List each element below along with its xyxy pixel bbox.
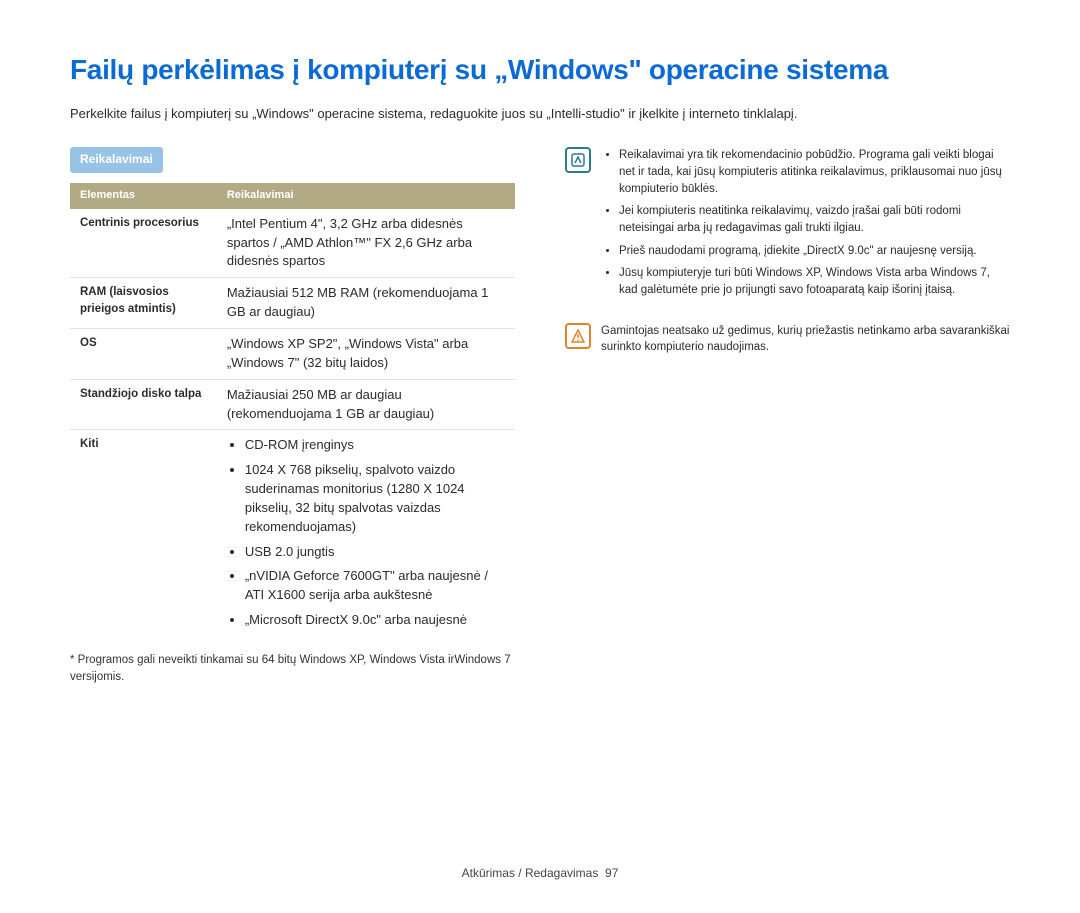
requirements-table: Elementas Reikalavimai Centrinis proceso… — [70, 183, 515, 642]
warning-text: Gamintojas neatsako už gedimus, kurių pr… — [601, 323, 1010, 356]
list-item: CD-ROM įrenginys — [245, 436, 505, 455]
left-column: Reikalavimai Elementas Reikalavimai Cent… — [70, 147, 515, 685]
cell-value: „Intel Pentium 4", 3,2 GHz arba didesnės… — [217, 209, 515, 278]
note-icon — [565, 147, 591, 173]
footnote-text: * Programos gali neveikti tinkamai su 64… — [70, 652, 515, 685]
other-list: CD-ROM įrenginys 1024 X 768 pikselių, sp… — [227, 436, 505, 630]
list-item: USB 2.0 jungtis — [245, 543, 505, 562]
list-item: 1024 X 768 pikselių, spalvoto vaizdo sud… — [245, 461, 505, 536]
right-column: Reikalavimai yra tik rekomendacinio pobū… — [565, 147, 1010, 374]
note-item: Prieš naudodami programą, įdiekite „Dire… — [619, 243, 1010, 260]
table-row: OS „Windows XP SP2", „Windows Vista" arb… — [70, 328, 515, 379]
requirements-badge: Reikalavimai — [70, 147, 163, 172]
cell-value: Mažiausiai 512 MB RAM (rekomenduojama 1 … — [217, 278, 515, 329]
cell-value: CD-ROM įrenginys 1024 X 768 pikselių, sp… — [217, 430, 515, 642]
note-item: Reikalavimai yra tik rekomendacinio pobū… — [619, 147, 1010, 197]
cell-value: „Windows XP SP2", „Windows Vista" arba „… — [217, 328, 515, 379]
warning-box: Gamintojas neatsako už gedimus, kurių pr… — [565, 323, 1010, 356]
note-item: Jei kompiuteris neatitinka reikalavimų, … — [619, 203, 1010, 236]
table-row: Standžiojo disko talpa Mažiausiai 250 MB… — [70, 379, 515, 430]
cell-label: Centrinis procesorius — [70, 209, 217, 278]
note-content: Reikalavimai yra tik rekomendacinio pobū… — [601, 147, 1010, 304]
cell-label: Kiti — [70, 430, 217, 642]
cell-label: Standžiojo disko talpa — [70, 379, 217, 430]
note-item: Jūsų kompiuteryje turi būti Windows XP, … — [619, 265, 1010, 298]
th-element: Elementas — [70, 183, 217, 209]
table-row: Centrinis procesorius „Intel Pentium 4",… — [70, 209, 515, 278]
note-box: Reikalavimai yra tik rekomendacinio pobū… — [565, 147, 1010, 304]
th-requirement: Reikalavimai — [217, 183, 515, 209]
cell-value: Mažiausiai 250 MB ar daugiau (rekomenduo… — [217, 379, 515, 430]
footer-section: Atkūrimas / Redagavimas — [462, 866, 599, 880]
table-row: Kiti CD-ROM įrenginys 1024 X 768 pikseli… — [70, 430, 515, 642]
cell-label: OS — [70, 328, 217, 379]
footer-page: 97 — [605, 866, 618, 880]
two-column-layout: Reikalavimai Elementas Reikalavimai Cent… — [70, 147, 1010, 685]
cell-label: RAM (laisvosios prieigos atmintis) — [70, 278, 217, 329]
warning-icon — [565, 323, 591, 349]
page-title: Failų perkėlimas į kompiuterį su „Window… — [70, 50, 1010, 91]
table-row: RAM (laisvosios prieigos atmintis) Mažia… — [70, 278, 515, 329]
page-footer: Atkūrimas / Redagavimas 97 — [70, 865, 1010, 882]
intro-text: Perkelkite failus į kompiuterį su „Windo… — [70, 105, 1010, 124]
list-item: „Microsoft DirectX 9.0c" arba naujesnė — [245, 611, 505, 630]
list-item: „nVIDIA Geforce 7600GT" arba naujesnė / … — [245, 567, 505, 605]
